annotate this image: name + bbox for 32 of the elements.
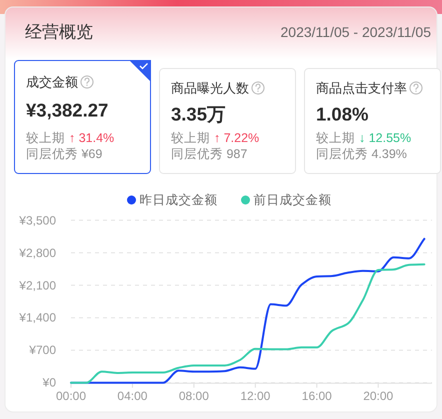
text: ↑ 7.22% <box>214 131 260 145</box>
text: 商品曝光人数 <box>171 80 249 96</box>
line-series <box>70 263 426 384</box>
x-tick-label: 20:00 <box>363 389 394 403</box>
y-tick-label: ¥2,100 <box>18 278 56 292</box>
text: 1.08% <box>316 104 368 124</box>
text: 较上期 <box>316 131 355 145</box>
text: 成交金额 <box>26 74 78 90</box>
text: 同层优秀 4.39% <box>316 147 407 161</box>
text: ¥3,382.27 <box>26 100 108 120</box>
text: 同层优秀 ¥69 <box>26 147 102 161</box>
legend-label: 前日成交金额 <box>254 192 332 207</box>
legend-label: 昨日成交金额 <box>140 192 218 207</box>
text: 经营概览 <box>25 22 93 42</box>
text: 2023/11/05 - 2023/11/05 <box>280 24 432 40</box>
x-tick-label: 12:00 <box>240 389 271 403</box>
text: ↑ 31.4% <box>69 131 114 145</box>
text: 较上期 <box>26 131 65 145</box>
x-tick-label: 16:00 <box>302 389 332 403</box>
y-tick-label: ¥2,800 <box>18 246 56 260</box>
text: 商品点击支付率 <box>316 80 407 96</box>
text: ↓ 12.55% <box>359 131 412 145</box>
y-tick-label: ¥3,500 <box>18 213 56 228</box>
text: 较上期 <box>171 131 210 145</box>
x-tick-label: 08:00 <box>178 389 210 403</box>
y-tick-label: ¥700 <box>28 343 56 358</box>
text: 3.35万 <box>171 104 226 124</box>
x-tick-label: 00:00 <box>56 389 86 403</box>
x-tick-label: 04:00 <box>117 389 148 403</box>
y-tick-label: ¥0 <box>42 376 56 390</box>
text: 同层优秀 987 <box>171 147 248 161</box>
y-tick-label: ¥1,400 <box>18 310 56 325</box>
